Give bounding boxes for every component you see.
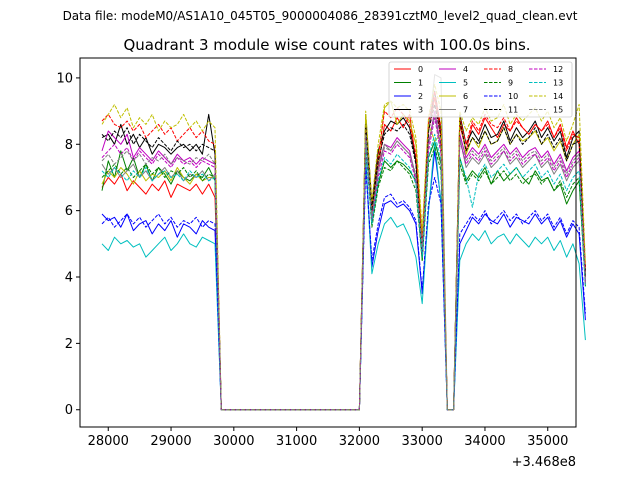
legend-label-4: 4	[463, 65, 468, 74]
y-tick-label: 8	[65, 138, 73, 153]
x-tick-label: 30000	[213, 434, 254, 449]
y-tick-label: 6	[65, 204, 73, 219]
x-tick-label: 28000	[88, 434, 129, 449]
plot-lines	[101, 74, 586, 411]
x-tick-label: 29000	[150, 434, 191, 449]
legend-label-12: 12	[553, 65, 563, 74]
legend-label-6: 6	[463, 92, 468, 101]
plot-frame	[79, 57, 577, 428]
y-tick-label: 10	[56, 71, 73, 86]
series-line-10	[101, 167, 586, 411]
legend-label-8: 8	[508, 65, 513, 74]
x-tick-label: 34000	[464, 434, 505, 449]
legend-label-14: 14	[553, 92, 563, 101]
legend-label-7: 7	[463, 106, 468, 115]
legend-label-5: 5	[463, 79, 468, 88]
x-offset-label: +3.468e8	[512, 455, 576, 470]
x-tick-label: 31000	[276, 434, 317, 449]
legend-label-10: 10	[508, 92, 518, 101]
y-tick-label: 0	[65, 403, 73, 418]
y-tick-label: 4	[65, 271, 73, 286]
x-tick-label: 33000	[401, 434, 442, 449]
legend-label-9: 9	[508, 79, 513, 88]
suptitle: Data file: modeM0/AS1A10_045T05_90000040…	[63, 9, 578, 23]
legend-label-2: 2	[418, 92, 423, 101]
legend-label-11: 11	[508, 106, 518, 115]
series-line-15	[101, 113, 586, 411]
legend-label-1: 1	[418, 79, 423, 88]
x-tick-label: 35000	[527, 434, 568, 449]
legend-label-15: 15	[553, 106, 563, 115]
legend-label-13: 13	[553, 79, 563, 88]
x-tick-label: 32000	[339, 434, 380, 449]
legend-box	[388, 61, 573, 118]
legend-label-0: 0	[418, 65, 423, 74]
axis-ticks: 28000 29000 30000 31000 32000 33000 34000 35000…	[56, 71, 568, 449]
series-line-12	[101, 117, 586, 411]
legend-label-3: 3	[418, 106, 423, 115]
y-tick-label: 2	[65, 337, 73, 352]
chart-title: Quadrant 3 module wise count rates with …	[123, 36, 530, 54]
